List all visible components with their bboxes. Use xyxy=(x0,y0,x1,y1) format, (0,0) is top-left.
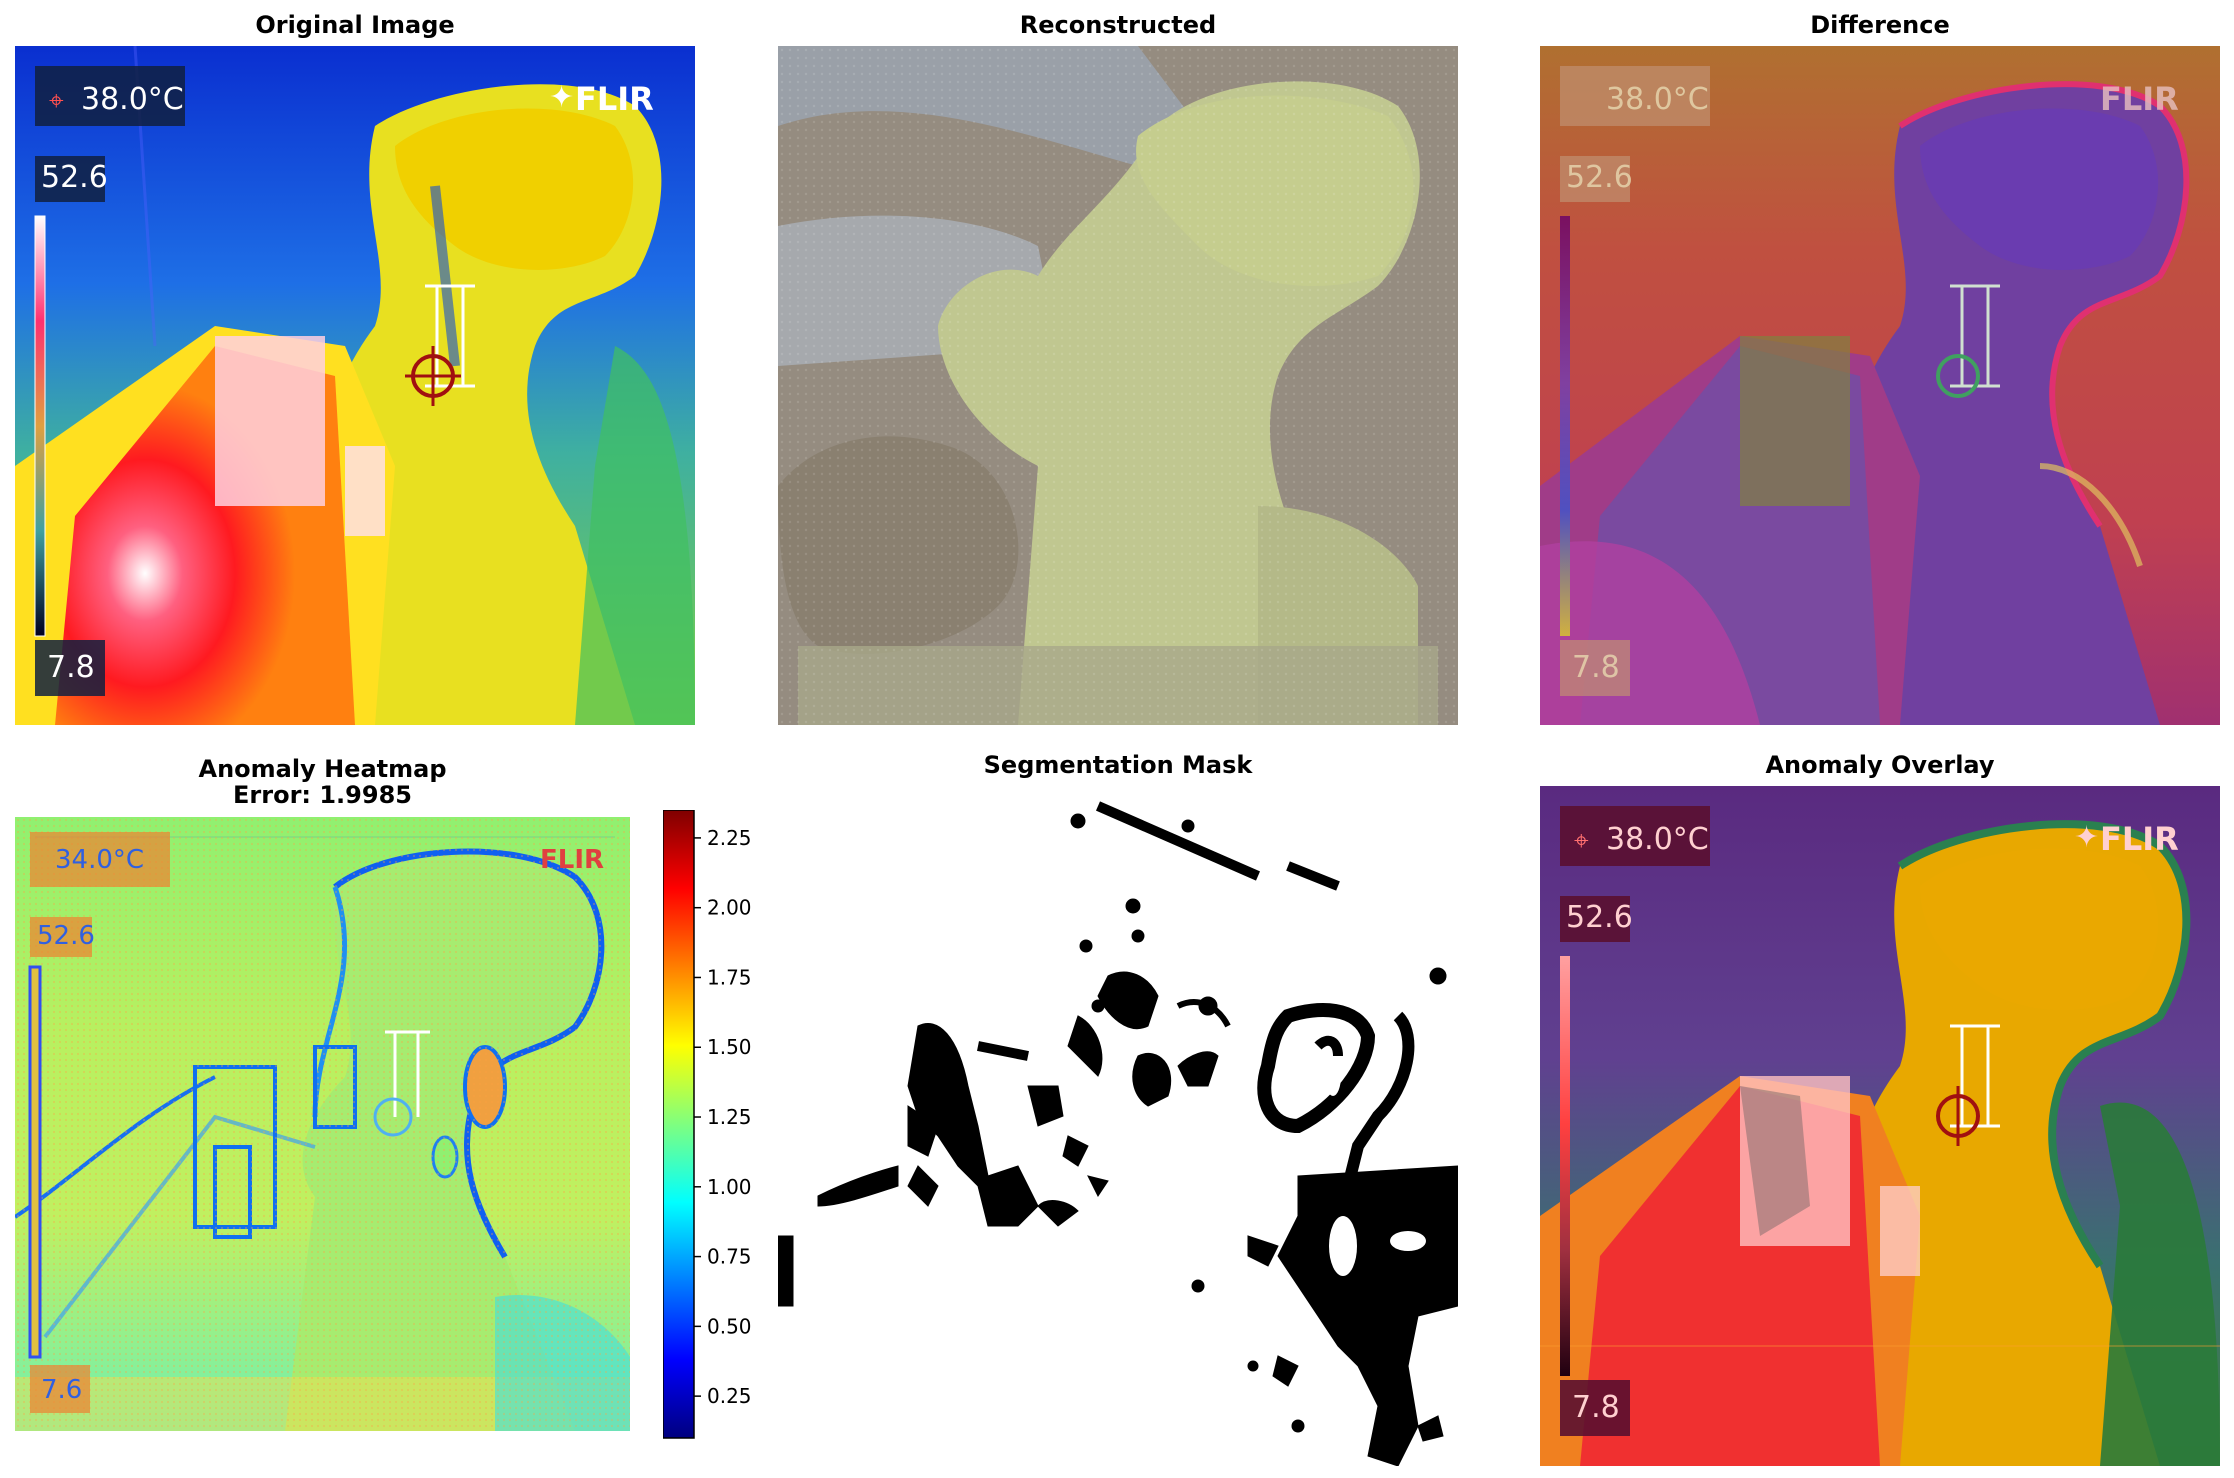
scale-min-label: 7.8 xyxy=(47,650,95,685)
colorbar-tick-label: 0.25 xyxy=(707,1384,752,1408)
scale-max-label: 52.6 xyxy=(41,160,108,195)
panel-title-original: Original Image xyxy=(255,11,455,39)
panel-original-image: Original Image xyxy=(15,0,695,730)
reconstructed-image xyxy=(778,46,1458,725)
spot-temperature-label: 38.0°C xyxy=(81,82,184,117)
panel-title-heatmap-line1: Anomaly Heatmap xyxy=(198,755,447,783)
heatmap-flir-logo-text: FLIR xyxy=(540,845,605,875)
colorbar-tick-label: 0.75 xyxy=(707,1245,752,1269)
panel-title-heatmap-line2: Error: 1.9985 xyxy=(233,781,412,809)
difference-scale-max-label: 52.6 xyxy=(1566,160,1633,195)
overlay-flir-logo-icon: ✦ xyxy=(2074,820,2100,855)
panel-title-overlay: Anomaly Overlay xyxy=(1765,751,1995,779)
difference-spot-temperature-label: 38.0°C xyxy=(1606,82,1709,117)
original-thermal-image: 38.0°C ⌖ FLIR ✦ 52.6 7.8 xyxy=(15,46,695,725)
colorbar-svg: 0.25 0.50 0.75 1.00 1.25 1.50 1.75 2.00 2.25 xyxy=(662,809,752,1439)
heatmap-scale-max-label: 52.6 xyxy=(37,921,95,951)
colorbar-tick-label: 2.00 xyxy=(707,896,752,920)
overlay-scale-min-label: 7.8 xyxy=(1572,1390,1620,1425)
colorbar-tick-label: 0.50 xyxy=(707,1314,752,1338)
heatmap-scale-min-label: 7.6 xyxy=(41,1375,83,1405)
colorbar-tick-label: 1.50 xyxy=(707,1035,752,1059)
panel-reconstructed: Reconstructed xyxy=(778,0,1458,730)
overlay-flir-logo-text: FLIR xyxy=(2100,820,2179,858)
colorbar-tick-label: 1.75 xyxy=(707,965,752,989)
colorbar-gradient xyxy=(662,809,695,1439)
panel-anomaly-heatmap: Anomaly Heatmap Error: 1.9985 xyxy=(15,740,755,1440)
heatmap-colorbar: 0.25 0.50 0.75 1.00 1.25 1.50 1.75 2.00 2.25 xyxy=(662,809,753,1440)
colorbar-tick-label: 1.00 xyxy=(707,1175,752,1199)
flir-logo-text: FLIR xyxy=(575,80,654,118)
panel-title-mask: Segmentation Mask xyxy=(983,751,1253,779)
panel-anomaly-overlay: Anomaly Overlay xyxy=(1540,740,2220,1470)
anomaly-heatmap-image: 34.0°C FLIR 52.6 7.6 xyxy=(15,817,630,1431)
anomaly-overlay-image: 38.0°C ⌖ FLIR ✦ 52.6 7.8 xyxy=(1540,786,2220,1466)
difference-image: 38.0°C FLIR 52.6 7.8 xyxy=(1540,46,2220,725)
overlay-scale-max-label: 52.6 xyxy=(1566,900,1633,935)
panel-segmentation-mask: Segmentation Mask xyxy=(778,740,1458,1470)
overlay-spot-marker-icon: ⌖ xyxy=(1574,826,1589,856)
colorbar-tick-label: 2.25 xyxy=(707,826,752,850)
difference-flir-logo-text: FLIR xyxy=(2100,80,2179,118)
spot-marker-icon: ⌖ xyxy=(49,86,64,116)
panel-title-reconstructed: Reconstructed xyxy=(1019,11,1217,39)
flir-logo-icon: ✦ xyxy=(549,80,575,115)
colorbar-tick-label: 1.25 xyxy=(707,1105,752,1129)
difference-scale-min-label: 7.8 xyxy=(1572,650,1620,685)
panel-title-difference: Difference xyxy=(1810,11,1950,39)
panel-difference: Difference xyxy=(1540,0,2220,730)
segmentation-mask-image xyxy=(778,786,1458,1466)
overlay-spot-temperature-label: 38.0°C xyxy=(1606,822,1709,857)
heatmap-spot-temperature-label: 34.0°C xyxy=(55,845,145,875)
